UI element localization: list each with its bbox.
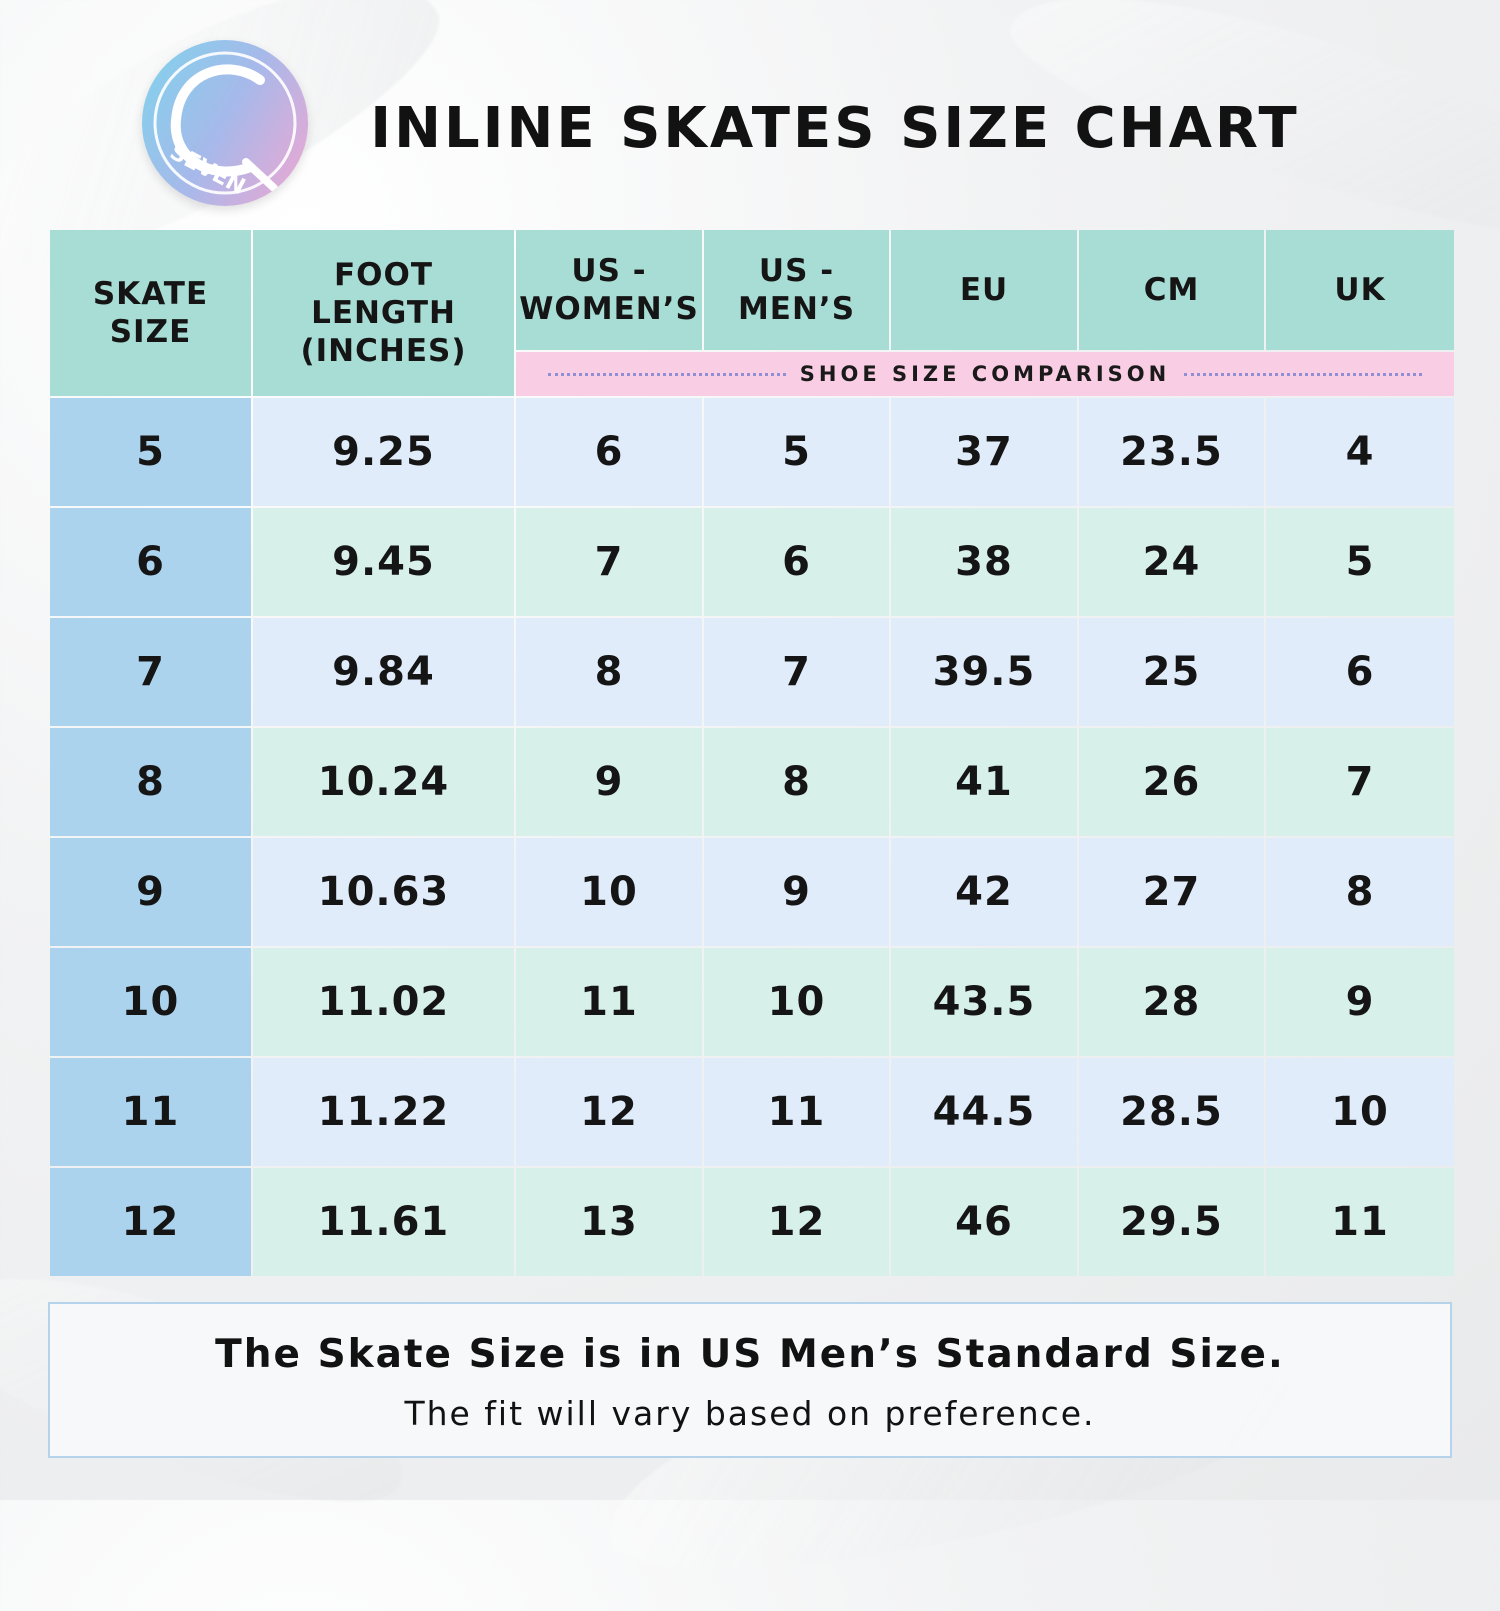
shoe-size-comparison-banner: SHOE SIZE COMPARISON xyxy=(516,352,1454,396)
cell-us-mens: 7 xyxy=(704,618,889,726)
cell-us-mens: 6 xyxy=(704,508,889,616)
page-title: INLINE SKATES SIZE CHART xyxy=(370,96,1300,161)
cell-cm: 28 xyxy=(1079,948,1264,1056)
cell-uk: 7 xyxy=(1266,728,1454,836)
subheader-label: SHOE SIZE COMPARISON xyxy=(799,362,1171,386)
cell-skate-size: 11 xyxy=(50,1058,251,1166)
cell-us-womens: 8 xyxy=(516,618,702,726)
cell-eu: 42 xyxy=(891,838,1077,946)
cell-cm: 25 xyxy=(1079,618,1264,726)
seven-brand-logo: SEVEN xyxy=(142,40,308,206)
cell-cm: 29.5 xyxy=(1079,1168,1264,1276)
header-cm: CM xyxy=(1079,230,1264,350)
cell-eu: 41 xyxy=(891,728,1077,836)
cell-us-womens: 9 xyxy=(516,728,702,836)
cell-foot-length: 9.45 xyxy=(253,508,514,616)
cell-cm: 24 xyxy=(1079,508,1264,616)
dotted-divider xyxy=(1184,372,1423,376)
cell-eu: 43.5 xyxy=(891,948,1077,1056)
cell-cm: 27 xyxy=(1079,838,1264,946)
cell-uk: 6 xyxy=(1266,618,1454,726)
cell-cm: 26 xyxy=(1079,728,1264,836)
cell-cm: 23.5 xyxy=(1079,398,1264,506)
cell-us-mens: 5 xyxy=(704,398,889,506)
cell-foot-length: 10.24 xyxy=(253,728,514,836)
logo-mark: SEVEN xyxy=(153,51,297,200)
cell-us-mens: 9 xyxy=(704,838,889,946)
cell-foot-length: 9.84 xyxy=(253,618,514,726)
cell-eu: 46 xyxy=(891,1168,1077,1276)
cell-uk: 4 xyxy=(1266,398,1454,506)
cell-eu: 37 xyxy=(891,398,1077,506)
cell-skate-size: 12 xyxy=(50,1168,251,1276)
header-skate-size: SKATE SIZE xyxy=(50,230,251,396)
cell-eu: 38 xyxy=(891,508,1077,616)
cell-skate-size: 8 xyxy=(50,728,251,836)
cell-eu: 44.5 xyxy=(891,1058,1077,1166)
cell-uk: 5 xyxy=(1266,508,1454,616)
size-chart-table: SKATE SIZE FOOT LENGTH (INCHES) US - WOMEN… xyxy=(50,230,1454,1280)
cell-uk: 11 xyxy=(1266,1168,1454,1276)
cell-uk: 8 xyxy=(1266,838,1454,946)
footer-sub-text: The fit will vary based on preference. xyxy=(404,1394,1096,1433)
cell-eu: 39.5 xyxy=(891,618,1077,726)
cell-skate-size: 7 xyxy=(50,618,251,726)
cell-skate-size: 10 xyxy=(50,948,251,1056)
cell-foot-length: 9.25 xyxy=(253,398,514,506)
cell-us-mens: 12 xyxy=(704,1168,889,1276)
cell-us-womens: 10 xyxy=(516,838,702,946)
dotted-divider xyxy=(548,372,786,376)
cell-us-mens: 8 xyxy=(704,728,889,836)
cell-foot-length: 11.02 xyxy=(253,948,514,1056)
footer-note: The Skate Size is in US Men’s Standard S… xyxy=(48,1302,1452,1458)
cell-us-womens: 6 xyxy=(516,398,702,506)
cell-foot-length: 10.63 xyxy=(253,838,514,946)
cell-uk: 10 xyxy=(1266,1058,1454,1166)
header-us-mens: US - MEN’S xyxy=(704,230,889,350)
cell-us-womens: 7 xyxy=(516,508,702,616)
header-uk: UK xyxy=(1266,230,1454,350)
cell-us-mens: 11 xyxy=(704,1058,889,1166)
footer-main-text: The Skate Size is in US Men’s Standard S… xyxy=(215,1332,1285,1377)
cell-cm: 28.5 xyxy=(1079,1058,1264,1166)
cell-us-womens: 12 xyxy=(516,1058,702,1166)
cell-foot-length: 11.22 xyxy=(253,1058,514,1166)
cell-uk: 9 xyxy=(1266,948,1454,1056)
cell-skate-size: 5 xyxy=(50,398,251,506)
header-us-womens: US - WOMEN’S xyxy=(516,230,702,350)
cell-skate-size: 9 xyxy=(50,838,251,946)
cell-us-mens: 10 xyxy=(704,948,889,1056)
cell-skate-size: 6 xyxy=(50,508,251,616)
cell-us-womens: 13 xyxy=(516,1168,702,1276)
header-foot-length: FOOT LENGTH (INCHES) xyxy=(253,230,514,396)
cell-us-womens: 11 xyxy=(516,948,702,1056)
cell-foot-length: 11.61 xyxy=(253,1168,514,1276)
header-eu: EU xyxy=(891,230,1077,350)
